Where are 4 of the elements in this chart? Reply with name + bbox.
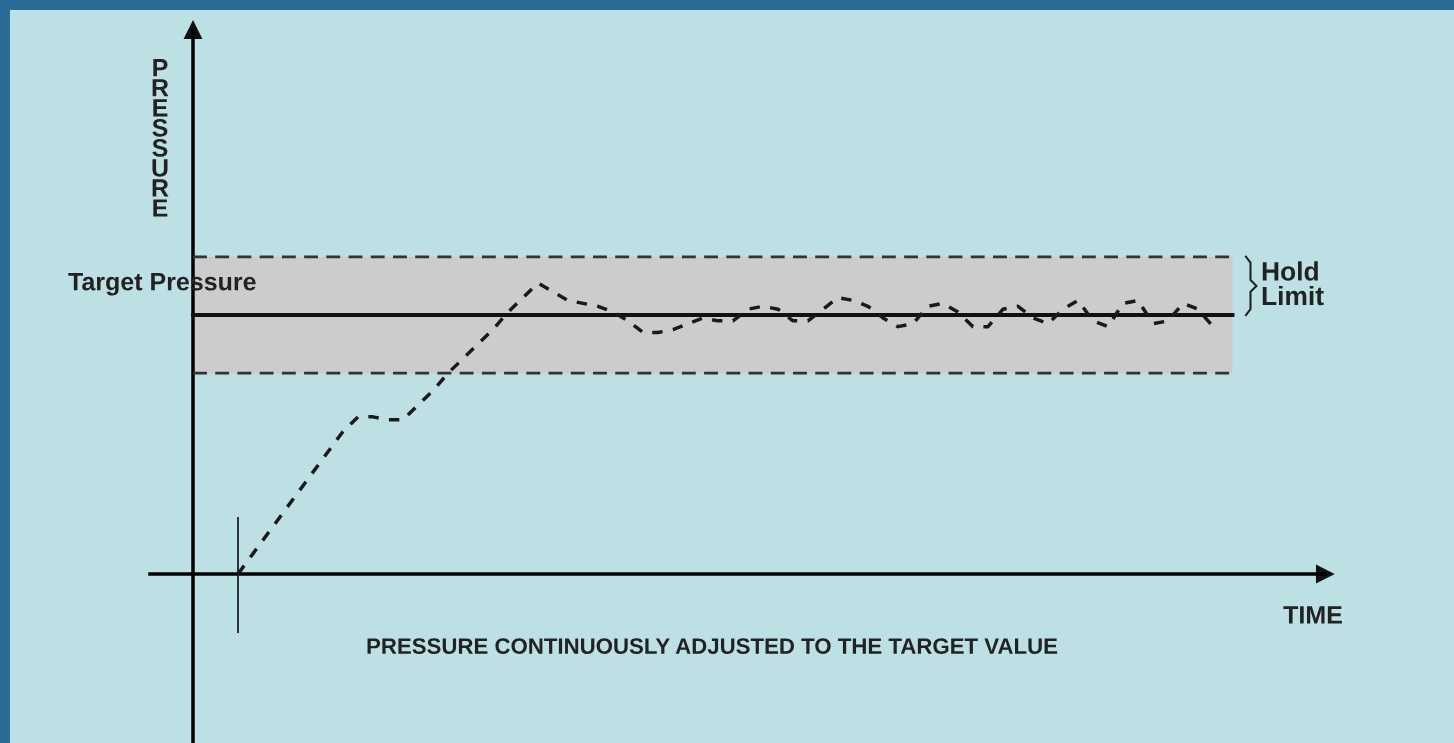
x-axis-title: TIME (1283, 606, 1342, 624)
band-label: Hold Limit (1262, 261, 1324, 306)
y-axis-title: PRESSURE (152, 59, 169, 217)
text: PRESSURE CONTINUOUSLY ADJUSTED TO THE TARGET VALUE (367, 638, 1058, 654)
